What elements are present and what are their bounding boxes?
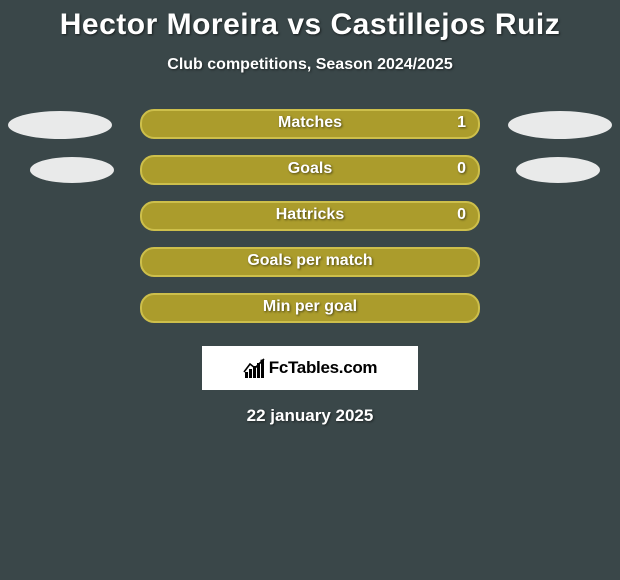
player-right-marker (508, 111, 612, 139)
stat-label: Min per goal (142, 298, 478, 316)
stat-value: 0 (457, 160, 466, 178)
player-left-marker (8, 111, 112, 139)
stat-bar: Goals per match (140, 247, 480, 277)
stat-value: 1 (457, 114, 466, 132)
stat-label: Goals (142, 160, 478, 178)
stat-bar: Hattricks0 (140, 201, 480, 231)
chart-row: Hattricks0 (0, 200, 620, 246)
brand-logo: FcTables.com (202, 346, 418, 390)
subtitle: Club competitions, Season 2024/2025 (0, 56, 620, 74)
stat-bar: Goals0 (140, 155, 480, 185)
stat-label: Matches (142, 114, 478, 132)
brand-logo-text: FcTables.com (269, 358, 378, 378)
chart-row: Matches1 (0, 108, 620, 154)
chart-row: Goals per match (0, 246, 620, 292)
date-text: 22 january 2025 (0, 406, 620, 426)
player-right-marker (516, 157, 600, 183)
player-left-marker (30, 157, 114, 183)
bar-chart-icon (243, 358, 265, 378)
comparison-chart: Matches1Goals0Hattricks0Goals per matchM… (0, 108, 620, 338)
page-title: Hector Moreira vs Castillejos Ruiz (0, 0, 620, 42)
chart-row: Goals0 (0, 154, 620, 200)
chart-row: Min per goal (0, 292, 620, 338)
stat-bar: Min per goal (140, 293, 480, 323)
stat-bar: Matches1 (140, 109, 480, 139)
stat-label: Goals per match (142, 252, 478, 270)
stat-value: 0 (457, 206, 466, 224)
stat-label: Hattricks (142, 206, 478, 224)
